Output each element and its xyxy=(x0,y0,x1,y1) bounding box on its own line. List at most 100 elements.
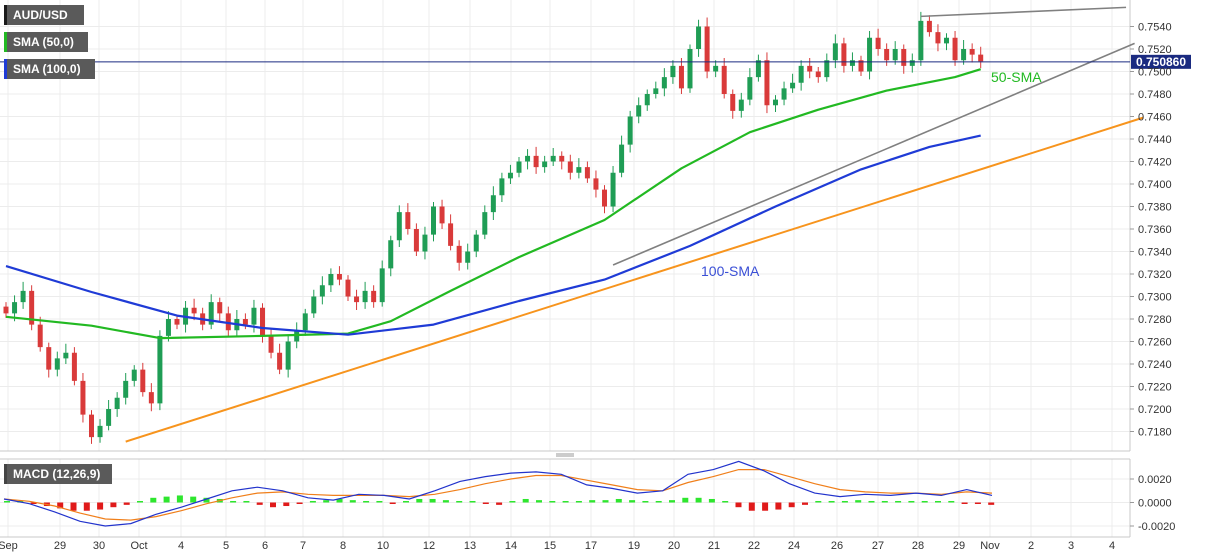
macd-histogram-bar xyxy=(948,501,955,503)
candle xyxy=(593,170,599,198)
candle-body xyxy=(465,251,471,263)
macd-histogram-bar xyxy=(163,496,170,503)
candle-body xyxy=(191,307,197,314)
trendline xyxy=(920,6,1127,18)
candle-body xyxy=(721,65,727,94)
candle-body xyxy=(815,71,821,78)
candle-body xyxy=(935,32,941,44)
candle xyxy=(268,329,274,359)
candle-body xyxy=(670,65,676,78)
candle-body xyxy=(396,212,402,241)
candle-body xyxy=(884,49,890,61)
candle xyxy=(533,146,539,174)
candle-body xyxy=(29,290,35,325)
candle-body xyxy=(824,60,830,78)
annotation-100-sma: 100-SMA xyxy=(701,263,760,279)
candle xyxy=(311,289,317,318)
candle xyxy=(610,166,616,213)
macd-signal-line xyxy=(3,469,993,521)
candle xyxy=(114,392,120,417)
candle-body xyxy=(790,82,796,89)
candle xyxy=(131,365,137,387)
candle-body xyxy=(849,60,855,66)
candle xyxy=(448,214,454,251)
x-tick-label: 6 xyxy=(262,540,268,552)
candle xyxy=(661,68,667,97)
candle-body xyxy=(217,302,223,314)
candle xyxy=(89,410,94,444)
candle-body xyxy=(636,105,642,117)
y-tick-label: 0.7320 xyxy=(1138,269,1172,281)
macd-histogram-bar xyxy=(722,501,729,503)
candle-body xyxy=(644,94,650,106)
macd-histogram-bar xyxy=(403,501,409,503)
legend-macd[interactable]: MACD (12,26,9) xyxy=(4,464,112,484)
candle xyxy=(54,351,60,377)
candle-body xyxy=(413,229,419,252)
legend-sma-50[interactable]: SMA (50,0) xyxy=(4,32,88,52)
candle-body xyxy=(901,49,907,66)
candle xyxy=(123,373,129,405)
macd-histogram-bar xyxy=(682,497,689,503)
candle xyxy=(926,15,932,37)
candle-body xyxy=(12,302,18,314)
candle xyxy=(165,311,171,342)
x-tick-label: 22 xyxy=(748,540,760,552)
candle xyxy=(978,46,984,69)
main-grid xyxy=(0,0,1130,451)
macd-histogram-bar xyxy=(655,501,662,503)
macd-histogram-bar xyxy=(762,502,769,511)
candle-body xyxy=(260,307,265,336)
candle xyxy=(191,298,197,321)
macd-histogram-bar xyxy=(602,500,609,503)
candle xyxy=(730,89,736,119)
candle xyxy=(824,53,830,82)
macd-histogram-bar xyxy=(256,502,263,505)
macd-histogram-bar xyxy=(123,502,130,505)
candle-body xyxy=(764,60,770,106)
candle xyxy=(576,158,582,179)
macd-histogram-bar xyxy=(4,501,10,503)
candle xyxy=(696,19,702,57)
macd-histogram-bar xyxy=(203,497,210,503)
candle-body xyxy=(747,77,753,100)
candle xyxy=(157,330,163,411)
x-tick-label: 30 xyxy=(93,540,105,552)
sma-100-line xyxy=(5,134,981,336)
candle xyxy=(413,223,419,256)
candle-body xyxy=(841,43,847,66)
candle-body xyxy=(892,49,898,61)
macd-histogram-bar xyxy=(283,502,290,507)
x-tick-label: Sep xyxy=(0,540,18,552)
candle-body xyxy=(678,65,684,89)
candle-body xyxy=(328,274,334,286)
legend-sma-100[interactable]: SMA (100,0) xyxy=(4,59,95,79)
candlesticks xyxy=(3,11,984,444)
y-tick-label: 0.7420 xyxy=(1138,157,1172,169)
candle xyxy=(29,285,35,331)
macd-histogram-bar xyxy=(549,501,556,503)
macd-histogram-bar xyxy=(190,496,197,503)
macd-histogram-bar xyxy=(296,502,303,504)
x-tick-label: 14 xyxy=(505,540,517,552)
candle xyxy=(422,226,428,260)
macd-histogram-bar xyxy=(536,500,542,503)
candle-body xyxy=(106,409,112,426)
candle xyxy=(63,343,69,364)
candle-body xyxy=(867,37,873,72)
candle-body xyxy=(909,60,915,66)
candle xyxy=(285,335,291,378)
candle xyxy=(747,68,753,106)
candle-body xyxy=(251,307,257,325)
pane-resize-handle[interactable] xyxy=(556,453,574,457)
candle-body xyxy=(46,347,52,370)
macd-histogram-bar xyxy=(615,498,622,503)
y-tick-label: 0.7540 xyxy=(1138,22,1172,34)
macd-histogram-bar xyxy=(243,501,250,503)
candle-body xyxy=(525,155,531,162)
x-tick-label: 13 xyxy=(464,540,476,552)
y-tick-label: 0.7480 xyxy=(1138,89,1172,101)
candle-body xyxy=(148,392,154,404)
legend-aud-usd[interactable]: AUD/USD xyxy=(4,5,84,25)
candle-body xyxy=(918,20,924,61)
